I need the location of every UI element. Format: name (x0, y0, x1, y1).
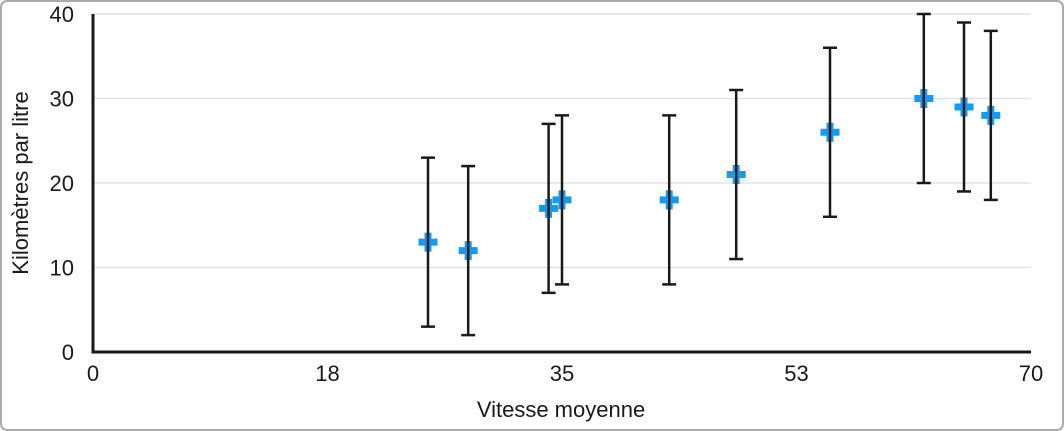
x-tick-label: 53 (784, 361, 808, 386)
y-tick-label: 30 (50, 87, 74, 112)
x-tick-label: 70 (1019, 361, 1043, 386)
x-tick-label: 0 (87, 361, 99, 386)
y-tick-label: 0 (62, 340, 74, 365)
x-tick-label: 18 (315, 361, 339, 386)
y-tick-label: 10 (50, 256, 74, 281)
x-tick-label: 35 (550, 361, 574, 386)
y-tick-label: 20 (50, 171, 74, 196)
y-tick-label: 40 (50, 2, 74, 27)
